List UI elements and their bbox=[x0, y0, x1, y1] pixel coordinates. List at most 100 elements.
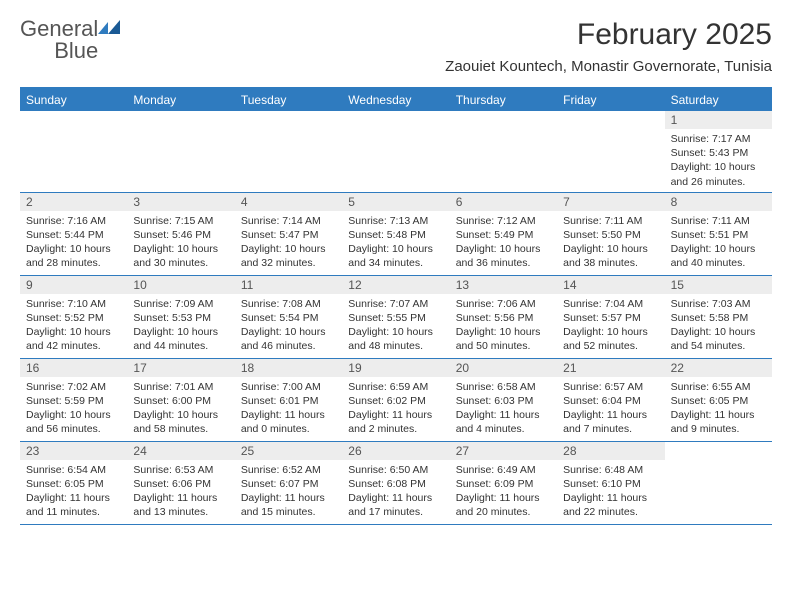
day-cell: 12Sunrise: 7:07 AMSunset: 5:55 PMDayligh… bbox=[342, 276, 449, 358]
daylight-text: Daylight: 11 hours and 15 minutes. bbox=[241, 491, 336, 519]
daylight-text: Daylight: 10 hours and 54 minutes. bbox=[671, 325, 766, 353]
sunset-text: Sunset: 5:43 PM bbox=[671, 146, 766, 160]
day-number: 25 bbox=[235, 442, 342, 460]
sunrise-text: Sunrise: 7:00 AM bbox=[241, 380, 336, 394]
day-number: 9 bbox=[20, 276, 127, 294]
day-cell: 23Sunrise: 6:54 AMSunset: 6:05 PMDayligh… bbox=[20, 442, 127, 524]
day-number: 19 bbox=[342, 359, 449, 377]
empty-day-cell bbox=[665, 442, 772, 524]
weekday-wednesday: Wednesday bbox=[342, 89, 449, 111]
daylight-text: Daylight: 10 hours and 56 minutes. bbox=[26, 408, 121, 436]
sunrise-text: Sunrise: 7:03 AM bbox=[671, 297, 766, 311]
daylight-text: Daylight: 10 hours and 28 minutes. bbox=[26, 242, 121, 270]
sunset-text: Sunset: 6:03 PM bbox=[456, 394, 551, 408]
daylight-text: Daylight: 10 hours and 40 minutes. bbox=[671, 242, 766, 270]
sunrise-text: Sunrise: 7:02 AM bbox=[26, 380, 121, 394]
day-cell: 18Sunrise: 7:00 AMSunset: 6:01 PMDayligh… bbox=[235, 359, 342, 441]
day-cell: 5Sunrise: 7:13 AMSunset: 5:48 PMDaylight… bbox=[342, 193, 449, 275]
day-body: Sunrise: 6:58 AMSunset: 6:03 PMDaylight:… bbox=[450, 377, 557, 440]
day-number: 13 bbox=[450, 276, 557, 294]
flag-icon bbox=[98, 18, 120, 40]
day-body: Sunrise: 7:07 AMSunset: 5:55 PMDaylight:… bbox=[342, 294, 449, 357]
day-cell: 20Sunrise: 6:58 AMSunset: 6:03 PMDayligh… bbox=[450, 359, 557, 441]
empty-day-cell bbox=[557, 111, 664, 192]
sunrise-text: Sunrise: 7:01 AM bbox=[133, 380, 228, 394]
day-cell: 1Sunrise: 7:17 AMSunset: 5:43 PMDaylight… bbox=[665, 111, 772, 192]
weekday-sunday: Sunday bbox=[20, 89, 127, 111]
sunset-text: Sunset: 6:04 PM bbox=[563, 394, 658, 408]
day-number: 10 bbox=[127, 276, 234, 294]
day-cell: 17Sunrise: 7:01 AMSunset: 6:00 PMDayligh… bbox=[127, 359, 234, 441]
day-body: Sunrise: 7:03 AMSunset: 5:58 PMDaylight:… bbox=[665, 294, 772, 357]
day-cell: 14Sunrise: 7:04 AMSunset: 5:57 PMDayligh… bbox=[557, 276, 664, 358]
daylight-text: Daylight: 11 hours and 20 minutes. bbox=[456, 491, 551, 519]
location-text: Zaouiet Kountech, Monastir Governorate, … bbox=[445, 58, 772, 75]
daylight-text: Daylight: 11 hours and 0 minutes. bbox=[241, 408, 336, 436]
sunrise-text: Sunrise: 7:17 AM bbox=[671, 132, 766, 146]
day-cell: 28Sunrise: 6:48 AMSunset: 6:10 PMDayligh… bbox=[557, 442, 664, 524]
day-body: Sunrise: 6:52 AMSunset: 6:07 PMDaylight:… bbox=[235, 460, 342, 523]
daylight-text: Daylight: 10 hours and 44 minutes. bbox=[133, 325, 228, 353]
daylight-text: Daylight: 10 hours and 36 minutes. bbox=[456, 242, 551, 270]
day-body: Sunrise: 7:02 AMSunset: 5:59 PMDaylight:… bbox=[20, 377, 127, 440]
day-number: 8 bbox=[665, 193, 772, 211]
daylight-text: Daylight: 10 hours and 58 minutes. bbox=[133, 408, 228, 436]
day-number: 27 bbox=[450, 442, 557, 460]
sunrise-text: Sunrise: 7:06 AM bbox=[456, 297, 551, 311]
day-cell: 6Sunrise: 7:12 AMSunset: 5:49 PMDaylight… bbox=[450, 193, 557, 275]
day-number: 5 bbox=[342, 193, 449, 211]
daylight-text: Daylight: 10 hours and 48 minutes. bbox=[348, 325, 443, 353]
day-body: Sunrise: 7:15 AMSunset: 5:46 PMDaylight:… bbox=[127, 211, 234, 274]
day-cell: 25Sunrise: 6:52 AMSunset: 6:07 PMDayligh… bbox=[235, 442, 342, 524]
sunrise-text: Sunrise: 7:09 AM bbox=[133, 297, 228, 311]
day-body: Sunrise: 7:11 AMSunset: 5:50 PMDaylight:… bbox=[557, 211, 664, 274]
day-body: Sunrise: 7:13 AMSunset: 5:48 PMDaylight:… bbox=[342, 211, 449, 274]
sunset-text: Sunset: 6:01 PM bbox=[241, 394, 336, 408]
day-cell: 16Sunrise: 7:02 AMSunset: 5:59 PMDayligh… bbox=[20, 359, 127, 441]
day-body: Sunrise: 6:55 AMSunset: 6:05 PMDaylight:… bbox=[665, 377, 772, 440]
sunrise-text: Sunrise: 7:16 AM bbox=[26, 214, 121, 228]
day-number: 22 bbox=[665, 359, 772, 377]
sunset-text: Sunset: 5:48 PM bbox=[348, 228, 443, 242]
day-body: Sunrise: 7:09 AMSunset: 5:53 PMDaylight:… bbox=[127, 294, 234, 357]
brand-line2: Blue bbox=[54, 38, 98, 63]
weekday-saturday: Saturday bbox=[665, 89, 772, 111]
sunrise-text: Sunrise: 7:07 AM bbox=[348, 297, 443, 311]
day-body: Sunrise: 7:06 AMSunset: 5:56 PMDaylight:… bbox=[450, 294, 557, 357]
daylight-text: Daylight: 10 hours and 34 minutes. bbox=[348, 242, 443, 270]
day-body: Sunrise: 7:00 AMSunset: 6:01 PMDaylight:… bbox=[235, 377, 342, 440]
sunrise-text: Sunrise: 6:59 AM bbox=[348, 380, 443, 394]
day-number: 12 bbox=[342, 276, 449, 294]
daylight-text: Daylight: 11 hours and 17 minutes. bbox=[348, 491, 443, 519]
sunset-text: Sunset: 5:46 PM bbox=[133, 228, 228, 242]
daylight-text: Daylight: 10 hours and 52 minutes. bbox=[563, 325, 658, 353]
day-body: Sunrise: 6:48 AMSunset: 6:10 PMDaylight:… bbox=[557, 460, 664, 523]
sunrise-text: Sunrise: 7:11 AM bbox=[563, 214, 658, 228]
weeks-container: 1Sunrise: 7:17 AMSunset: 5:43 PMDaylight… bbox=[20, 111, 772, 525]
empty-day-cell bbox=[342, 111, 449, 192]
day-number: 23 bbox=[20, 442, 127, 460]
sunset-text: Sunset: 6:02 PM bbox=[348, 394, 443, 408]
sunset-text: Sunset: 5:52 PM bbox=[26, 311, 121, 325]
title-block: February 2025 Zaouiet Kountech, Monastir… bbox=[445, 18, 772, 75]
day-number: 18 bbox=[235, 359, 342, 377]
day-cell: 27Sunrise: 6:49 AMSunset: 6:09 PMDayligh… bbox=[450, 442, 557, 524]
day-cell: 15Sunrise: 7:03 AMSunset: 5:58 PMDayligh… bbox=[665, 276, 772, 358]
day-number: 7 bbox=[557, 193, 664, 211]
day-body: Sunrise: 6:54 AMSunset: 6:05 PMDaylight:… bbox=[20, 460, 127, 523]
daylight-text: Daylight: 11 hours and 7 minutes. bbox=[563, 408, 658, 436]
day-number: 21 bbox=[557, 359, 664, 377]
daylight-text: Daylight: 11 hours and 9 minutes. bbox=[671, 408, 766, 436]
sunrise-text: Sunrise: 7:08 AM bbox=[241, 297, 336, 311]
sunset-text: Sunset: 5:59 PM bbox=[26, 394, 121, 408]
daylight-text: Daylight: 11 hours and 22 minutes. bbox=[563, 491, 658, 519]
day-number: 16 bbox=[20, 359, 127, 377]
daylight-text: Daylight: 10 hours and 46 minutes. bbox=[241, 325, 336, 353]
day-number: 28 bbox=[557, 442, 664, 460]
sunrise-text: Sunrise: 6:57 AM bbox=[563, 380, 658, 394]
weekday-tuesday: Tuesday bbox=[235, 89, 342, 111]
day-body: Sunrise: 7:10 AMSunset: 5:52 PMDaylight:… bbox=[20, 294, 127, 357]
day-cell: 24Sunrise: 6:53 AMSunset: 6:06 PMDayligh… bbox=[127, 442, 234, 524]
daylight-text: Daylight: 10 hours and 50 minutes. bbox=[456, 325, 551, 353]
daylight-text: Daylight: 10 hours and 26 minutes. bbox=[671, 160, 766, 188]
